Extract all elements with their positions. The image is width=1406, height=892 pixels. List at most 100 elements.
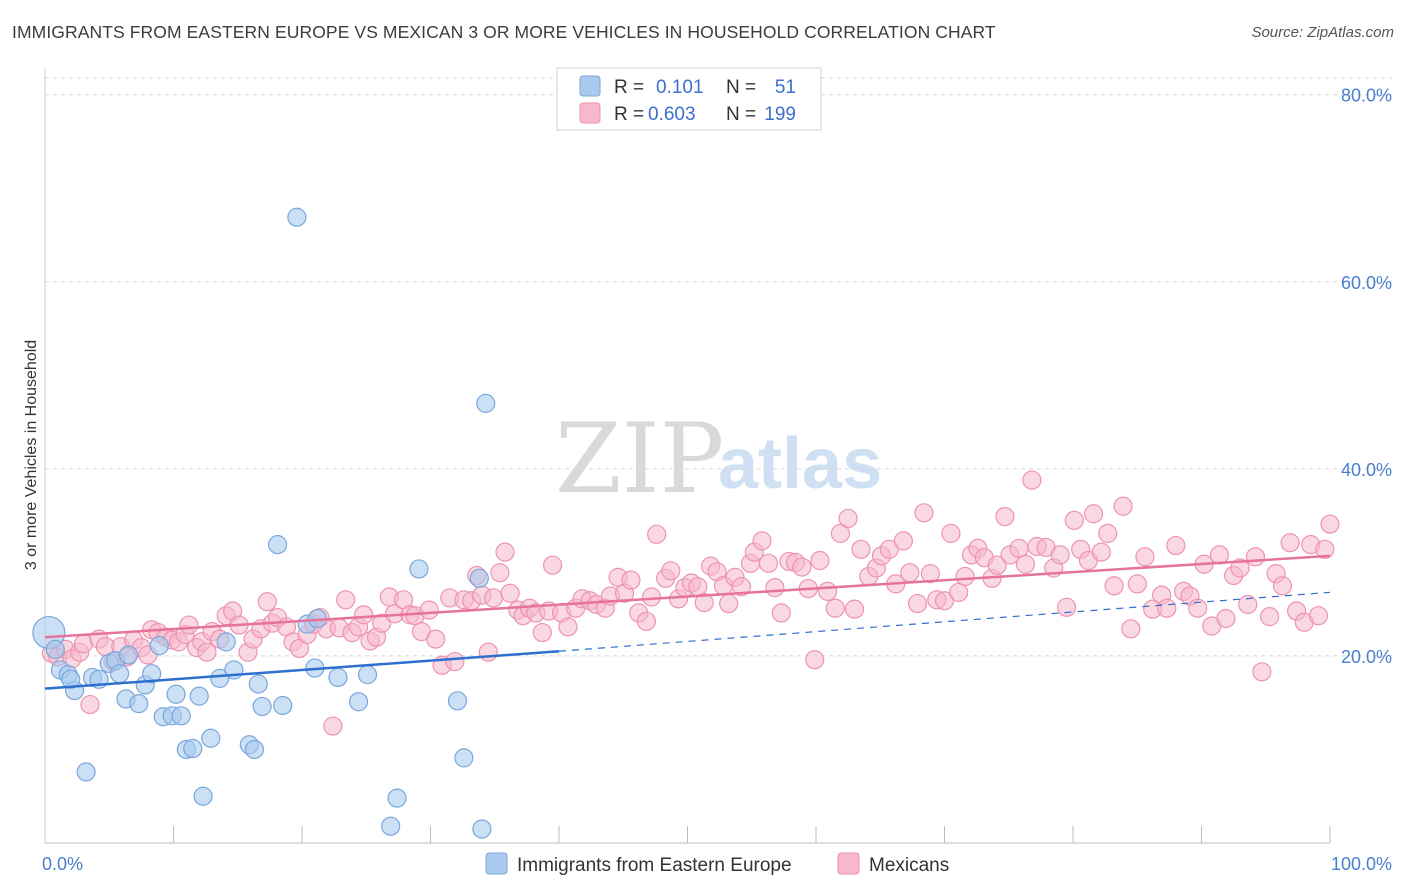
tick-labels: 20.0% 40.0% 60.0% 80.0% 0.0% 100.0% [42, 86, 1392, 874]
mexicans-point-24 [197, 642, 217, 662]
mexicans-point-133 [914, 503, 934, 523]
mexicans-point-153 [1050, 545, 1070, 565]
eastern-europe-point-34 [273, 695, 293, 716]
watermark-atlas: atlas [718, 424, 882, 504]
mexicans-point-91 [636, 611, 656, 631]
mexicans-point-189 [1308, 606, 1329, 626]
mexicans-point-104 [719, 593, 739, 614]
watermark-zip: ZIP [555, 403, 724, 515]
axes [44, 68, 1331, 844]
eastern-europe-point-31 [248, 674, 268, 694]
mexicans-point-21 [179, 615, 199, 635]
eastern-europe-point-22 [183, 738, 203, 759]
eastern-europe-point-25 [201, 728, 221, 748]
mexicans-point-134 [920, 564, 940, 584]
mexicans-point-92 [641, 587, 662, 607]
eastern-europe-point-41 [357, 665, 378, 685]
stats-legend: R = 0.101 N = 51 R = 0.603 N = 199 [556, 67, 822, 131]
mexicans-point-148 [1015, 554, 1036, 574]
mexicans-point-149 [1022, 470, 1042, 490]
mexicans-point-120 [825, 598, 845, 618]
mexicans-point-165 [1135, 547, 1155, 567]
series-legend-swatch-pink [837, 852, 860, 875]
legend-row1-n-value: 51 [775, 77, 796, 98]
eastern-europe-point-32 [252, 696, 272, 717]
eastern-europe-point-1 [45, 639, 65, 659]
mexicans-point-117 [805, 650, 825, 670]
eastern-europe-point-43 [387, 788, 407, 808]
mexicans-point-71 [500, 583, 520, 603]
eastern-europe-point-39 [328, 667, 348, 688]
mexicans-point-168 [1157, 598, 1177, 618]
stats-legend-box [556, 67, 822, 131]
mexicans-point-69 [490, 563, 510, 583]
eastern-europe-point-49 [476, 393, 496, 413]
mexicans-point-178 [1230, 558, 1250, 578]
legend-row1-n-label: N = [726, 77, 756, 98]
mexicans-point-48 [354, 605, 374, 625]
legend-swatch-pink [579, 102, 601, 124]
mexicans-point-122 [838, 508, 858, 529]
y-tick-label-60: 60.0% [1341, 273, 1392, 293]
legend-row2-r-value: 0.603 [648, 104, 696, 125]
mexicans-point-164 [1127, 574, 1147, 594]
mexicans-point-89 [621, 570, 641, 590]
mexicans-point-145 [995, 506, 1015, 527]
series-legend-label-mexicans: Mexicans [869, 855, 949, 876]
mexicans-point-78 [542, 555, 563, 575]
eastern-europe-point-10 [109, 664, 130, 684]
eastern-europe-point-30 [244, 739, 265, 760]
eastern-europe-point-12 [118, 645, 139, 665]
mexicans-point-184 [1272, 576, 1293, 596]
eastern-europe-point-45 [447, 691, 468, 711]
mexicans-point-68 [483, 588, 504, 608]
mexicans-trend-line [44, 554, 1331, 639]
mexicans-point-115 [792, 557, 812, 577]
eastern-europe-point-15 [142, 664, 162, 684]
watermark: ZIP atlas [555, 403, 882, 515]
series-legend-swatch-blue [485, 852, 508, 875]
mexicans-point-138 [949, 582, 969, 602]
mexicans-point-99 [688, 577, 708, 597]
mexicans-point-131 [900, 563, 920, 583]
mexicans-point-176 [1216, 608, 1236, 629]
mexicans-point-6 [80, 694, 100, 715]
mexicans-point-59 [426, 629, 446, 649]
mexicans-point-106 [731, 577, 752, 597]
eastern-europe-points [32, 207, 496, 839]
eastern-europe-point-46 [454, 748, 474, 768]
trend-lines [44, 554, 1331, 690]
mexicans-point-163 [1121, 619, 1141, 639]
mexicans-point-112 [771, 603, 791, 623]
eastern-europe-point-24 [193, 786, 213, 806]
y-tick-label-80: 80.0% [1341, 86, 1392, 106]
eastern-europe-point-50 [61, 669, 81, 689]
mexicans-point-121 [830, 523, 851, 543]
mexicans-point-111 [765, 578, 785, 598]
eastern-europe-point-5 [76, 762, 96, 782]
legend-row2-n-label: N = [726, 104, 756, 125]
x-tick-label-end: 100.0% [1331, 854, 1392, 874]
mexicans-point-144 [987, 555, 1007, 575]
mexicans-point-172 [1188, 598, 1208, 618]
mexicans-point-118 [810, 550, 830, 571]
mexicans-point-161 [1104, 576, 1124, 596]
mexicans-point-119 [817, 581, 838, 601]
y-axis-label: 3 or more Vehicles in Household [23, 340, 40, 570]
mexicans-point-190 [1315, 539, 1335, 559]
eastern-europe-point-40 [348, 692, 369, 712]
mexicans-point-159 [1091, 542, 1111, 562]
eastern-europe-point-27 [216, 632, 236, 652]
mexicans-point-109 [752, 531, 772, 551]
eastern-europe-point-16 [149, 636, 169, 656]
eastern-europe-point-23 [189, 686, 209, 706]
mexicans-point-80 [558, 617, 578, 637]
eastern-europe-point-33 [267, 535, 288, 555]
mexicans-point-147 [1009, 538, 1029, 558]
mexicans-point-33 [257, 592, 277, 612]
mexicans-point-191 [1320, 514, 1340, 534]
series-legend: Immigrants from Eastern Europe Mexicans [485, 852, 949, 876]
mexicans-point-169 [1166, 535, 1186, 556]
mexicans-point-128 [879, 539, 899, 559]
